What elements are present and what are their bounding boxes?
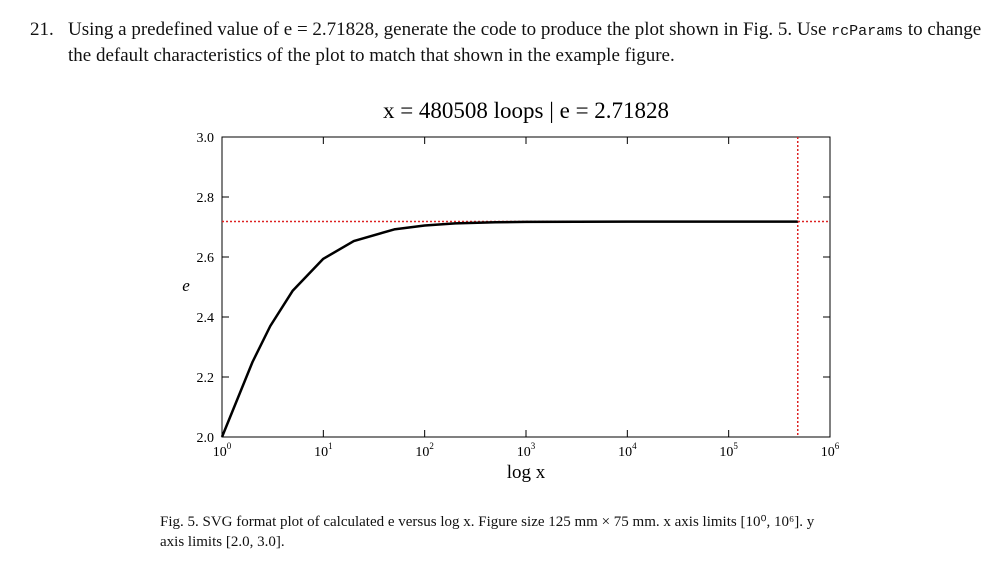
- x-tick-label: 106: [821, 441, 840, 460]
- x-tick-base: 10: [213, 445, 227, 460]
- y-tick-label: 2.4: [197, 311, 215, 326]
- y-tick-label: 2.8: [197, 191, 215, 206]
- x-tick-base: 10: [821, 445, 835, 460]
- caption-line: axis limits [2.0, 3.0].: [160, 534, 285, 550]
- x-tick-exponent: 1: [328, 441, 333, 451]
- x-tick-label: 104: [618, 441, 637, 460]
- x-tick-exponent: 2: [429, 441, 434, 451]
- x-tick-label: 105: [719, 441, 738, 460]
- y-tick-label: 2.0: [197, 431, 215, 446]
- x-tick-label: 101: [314, 441, 333, 460]
- x-tick-base: 10: [719, 445, 733, 460]
- question: 21. Using a predefined value of e = 2.71…: [30, 18, 1000, 68]
- x-tick-base: 10: [517, 445, 531, 460]
- text: Using a predefined value of e = 2.71828,…: [68, 19, 827, 40]
- x-tick-exponent: 6: [835, 441, 840, 451]
- caption: Fig. 5. SVG format plot of calculated e …: [160, 512, 814, 552]
- y-tick-label: 3.0: [197, 131, 215, 146]
- x-tick-exponent: 4: [632, 441, 637, 451]
- y-axis-label: e: [182, 276, 190, 295]
- text: to change the default characteristics of…: [68, 19, 982, 66]
- x-tick-base: 10: [314, 445, 328, 460]
- x-tick-exponent: 5: [733, 441, 738, 451]
- x-tick-label: 102: [415, 441, 434, 460]
- code: rcParams: [831, 23, 904, 40]
- y-tick-label: 2.2: [197, 371, 215, 386]
- chart: x = 480508 loops | e = 2.71828 log x e 2…: [182, 98, 840, 483]
- question-text: Using a predefined value of e = 2.71828,…: [68, 18, 1000, 68]
- data-line: [220, 220, 798, 438]
- x-tick-exponent: 0: [227, 441, 232, 451]
- x-tick-label: 100: [213, 441, 232, 460]
- y-tick-label: 2.6: [197, 251, 215, 266]
- x-tick-base: 10: [415, 445, 429, 460]
- x-tick-base: 10: [618, 445, 632, 460]
- x-tick-exponent: 3: [531, 441, 536, 451]
- x-axis-label: log x: [507, 462, 546, 483]
- plot-frame: [221, 136, 831, 438]
- chart-title: x = 480508 loops | e = 2.71828: [383, 98, 669, 123]
- caption-line: Fig. 5. SVG format plot of calculated e …: [160, 514, 815, 530]
- x-tick-label: 103: [517, 441, 536, 460]
- question-number: 21.: [30, 19, 54, 40]
